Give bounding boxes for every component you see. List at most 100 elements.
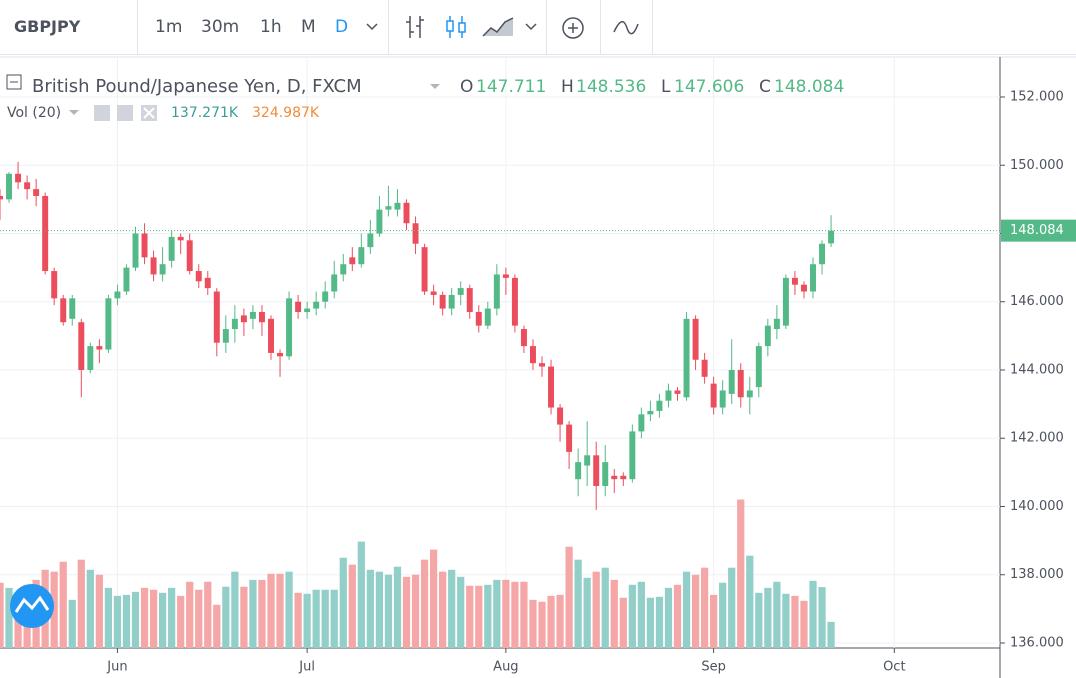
candle-body — [231, 318, 238, 330]
candle-body — [430, 291, 437, 295]
volume-bar — [77, 559, 85, 648]
legend-value: 147.711 — [476, 77, 546, 97]
volume-bar — [375, 571, 384, 648]
candle-body — [647, 410, 654, 415]
bars-icon[interactable] — [402, 14, 428, 40]
candle-body — [629, 431, 636, 480]
volume-bar — [556, 594, 564, 648]
candle-body — [692, 318, 699, 360]
candle-body — [548, 366, 555, 408]
candle-body — [539, 363, 545, 367]
candle-body — [105, 298, 112, 350]
candle-body — [258, 311, 265, 323]
dropdown-icon[interactable] — [430, 84, 440, 89]
x-tick-label: Jun — [106, 660, 127, 675]
volume-bar — [691, 574, 700, 648]
candle-body — [394, 202, 401, 210]
indicators-icon[interactable] — [612, 15, 640, 41]
volume-bar — [348, 564, 356, 648]
volume-bar — [574, 559, 582, 648]
y-tick-label: 140.000 — [1010, 499, 1064, 514]
candle-body — [810, 264, 816, 292]
volume-bar — [502, 579, 510, 648]
compare-icon[interactable] — [560, 15, 586, 41]
candle-body — [322, 291, 329, 302]
interval[interactable]: 1m — [155, 17, 183, 37]
candle-body — [349, 257, 356, 265]
candle-body — [728, 369, 735, 394]
volume-bar — [439, 571, 447, 648]
legend-label: H — [561, 77, 574, 97]
volume-bar — [195, 589, 203, 648]
volume-bar — [583, 577, 591, 648]
volume-bar — [339, 557, 347, 648]
dropdown-icon[interactable] — [69, 110, 79, 115]
area-icon[interactable] — [481, 14, 515, 40]
volume-bar — [357, 541, 365, 648]
dropdown-icon[interactable] — [525, 22, 537, 32]
volume-bar — [384, 574, 393, 648]
volume-bar — [746, 555, 754, 648]
logo — [14, 595, 50, 613]
volume-bar — [393, 566, 402, 648]
volume-bar — [276, 573, 284, 648]
separator — [388, 0, 389, 54]
symbol[interactable]: GBPJPY — [14, 17, 81, 36]
interval[interactable]: 1h — [260, 17, 282, 37]
eye-icon[interactable] — [94, 105, 110, 121]
candle-body — [764, 325, 771, 347]
volume-bar — [249, 579, 257, 648]
volume-bar — [240, 586, 248, 648]
candle-body — [782, 277, 789, 326]
candle-body — [828, 230, 835, 244]
volume-bar — [737, 499, 745, 648]
volume-bar — [719, 582, 727, 648]
candle-body — [268, 318, 274, 353]
volume-bar — [610, 579, 618, 648]
interval[interactable]: M — [301, 17, 316, 37]
volume-bar — [619, 597, 627, 648]
interval[interactable]: D — [335, 17, 349, 37]
candle-body — [502, 274, 509, 278]
candle-body — [448, 294, 455, 309]
separator — [600, 0, 601, 54]
volume-bar — [231, 571, 239, 648]
volume-bar — [258, 579, 266, 648]
volume-bar — [791, 595, 799, 648]
volume-bar — [827, 621, 835, 648]
candle-body — [240, 315, 247, 323]
volume-bar — [448, 569, 456, 648]
volume-bar — [484, 584, 492, 648]
legend-value: 148.084 — [774, 77, 844, 97]
candle-body — [439, 294, 446, 309]
candle-body — [331, 274, 338, 292]
volume-bar — [131, 591, 140, 648]
volume-bar — [547, 595, 555, 648]
candle-body — [141, 233, 148, 258]
volume-bar — [104, 587, 113, 648]
candle-body — [819, 243, 826, 265]
volume-bar — [222, 586, 230, 648]
candle-body — [656, 400, 663, 411]
candle-body — [304, 308, 311, 312]
interval[interactable]: 30m — [201, 17, 240, 37]
candle-body — [457, 288, 464, 295]
candle-body — [313, 301, 320, 309]
dropdown-icon[interactable] — [366, 22, 378, 32]
volume-bar — [50, 571, 58, 648]
candle-body — [719, 390, 726, 408]
volume-bar — [592, 571, 600, 648]
x-tick-label: Sep — [701, 660, 726, 675]
volume-bar — [303, 593, 311, 648]
candle-body — [575, 462, 582, 480]
settings-icon[interactable] — [117, 105, 133, 121]
y-tick-label: 144.000 — [1010, 362, 1064, 377]
collapse-icon[interactable] — [6, 74, 22, 90]
chart-title: British Pound/Japanese Yen, D, FXCM — [32, 76, 362, 97]
candle-body — [24, 182, 31, 190]
candle-body — [96, 346, 103, 350]
candle-body — [150, 257, 157, 275]
candles-icon[interactable] — [443, 14, 469, 40]
y-tick-label: 142.000 — [1010, 431, 1064, 446]
